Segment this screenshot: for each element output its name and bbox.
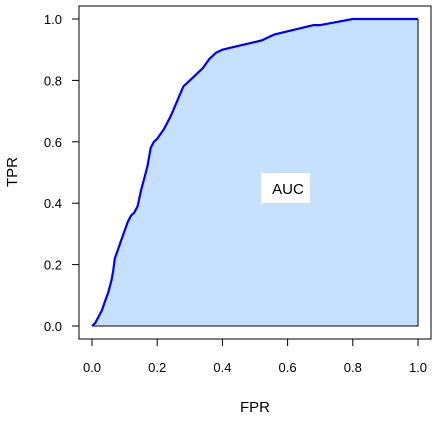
y-tick-label: 0.8 xyxy=(44,73,62,88)
roc-curve xyxy=(91,17,418,327)
auc-label: AUC xyxy=(272,181,304,198)
y-axis-title: TPR xyxy=(4,157,21,187)
y-tick-label: 0.4 xyxy=(44,196,62,211)
x-axis: 0.0 0.2 0.4 0.6 0.8 1.0 xyxy=(83,338,427,375)
x-tick-label: 0.0 xyxy=(83,360,101,375)
x-tick-label: 0.8 xyxy=(344,360,362,375)
y-tick-label: 0.6 xyxy=(44,135,62,150)
x-tick-label: 0.6 xyxy=(279,360,297,375)
x-tick-label: 0.2 xyxy=(148,360,166,375)
auc-area xyxy=(92,19,418,326)
x-tick-label: 0.4 xyxy=(213,360,231,375)
x-tick-label: 1.0 xyxy=(409,360,427,375)
x-axis-title: FPR xyxy=(240,399,270,416)
auc-label-box xyxy=(261,173,310,203)
auc-area-edge xyxy=(92,19,419,327)
y-tick-label: 1.0 xyxy=(44,12,62,27)
y-tick-label: 0.0 xyxy=(44,319,62,334)
y-tick-label: 0.2 xyxy=(44,258,62,273)
y-axis: 0.0 0.2 0.4 0.6 0.8 1.0 xyxy=(44,12,80,334)
